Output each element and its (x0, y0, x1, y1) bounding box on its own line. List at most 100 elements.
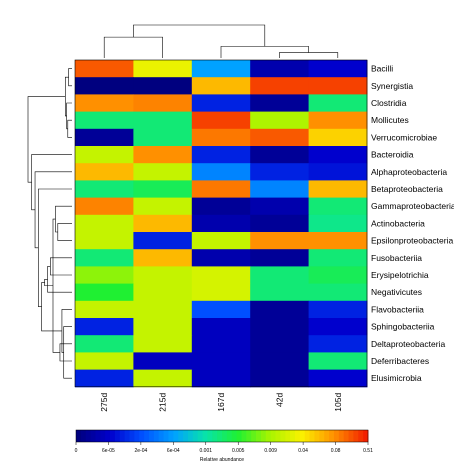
cell-erysipelotrichia-275d (75, 266, 134, 285)
color-key-step-49 (314, 430, 320, 442)
color-key-step-21 (178, 430, 184, 442)
cell-actinobacteria-275d (75, 214, 134, 233)
column-labels: 275d 215d 167d 42d 105d (99, 393, 343, 412)
color-key-step-39 (265, 430, 272, 442)
color-key-step-28 (212, 430, 218, 442)
cell-sphingobacteriia-105d (308, 318, 368, 336)
color-key-step-13 (139, 430, 145, 442)
color-key-step-2 (85, 430, 91, 442)
cell-erysipelotrichia-167d (191, 266, 251, 285)
column-dendrogram (103, 24, 339, 58)
cell-deltaproteobacteria-167d (191, 335, 251, 353)
color-key-step-53 (333, 430, 340, 442)
cell-sphingobacteriia-275d (75, 318, 134, 336)
cell-deferribacteres-42d (250, 352, 310, 371)
row-label-negativicutes: Negativicutes (371, 287, 422, 297)
color-key-step-44 (290, 430, 296, 442)
cell-flavobacteriia-275d (75, 300, 134, 319)
row-dendrogram-branch-9 (52, 218, 60, 353)
row-label-elusimicrobia: Elusimicrobia (371, 373, 422, 383)
cell-synergistia-167d (191, 77, 251, 95)
color-key-step-33 (236, 430, 242, 442)
cell-synergistia-105d (308, 77, 368, 95)
cell-alphaproteobacteria-275d (75, 163, 134, 181)
cell-flavobacteriia-105d (308, 300, 368, 319)
color-key-border (75, 429, 369, 443)
color-key-tick-label-0: 0 (75, 448, 78, 454)
cell-deferribacteres-275d (75, 352, 134, 371)
color-key-tick-label-5: 0.005 (232, 448, 245, 454)
cell-epsilonproteobacteria-275d (75, 232, 134, 250)
color-key-step-31 (226, 430, 233, 442)
cell-epsilonproteobacteria-167d (191, 232, 251, 250)
row-dendrogram-branch-16 (31, 154, 72, 211)
color-key-step-25 (197, 430, 203, 442)
row-label-deferribacteres: Deferribacteres (371, 356, 429, 366)
color-key-step-7 (110, 430, 116, 442)
cell-sphingobacteriia-167d (191, 318, 251, 336)
color-key-tick-label-1: 6e-05 (102, 448, 115, 454)
cell-flavobacteriia-215d (133, 300, 193, 319)
color-key-step-10 (124, 430, 130, 442)
color-key-step-32 (231, 430, 237, 442)
cell-fusobacteriia-275d (75, 249, 134, 267)
row-label-deltaproteobacteria: Deltaproteobacteria (371, 339, 445, 349)
cell-deltaproteobacteria-105d (308, 335, 368, 353)
cell-deferribacteres-215d (133, 352, 193, 371)
cell-mollicutes-167d (191, 111, 251, 130)
cell-actinobacteria-42d (250, 214, 310, 233)
cell-actinobacteria-167d (191, 214, 251, 233)
row-label-alphaproteobacteria: Alphaproteobacteria (371, 167, 447, 177)
color-key-step-27 (207, 430, 213, 442)
cell-gammaproteobacteria-105d (308, 197, 368, 216)
cell-gammaproteobacteria-42d (250, 197, 310, 216)
color-key-step-56 (348, 430, 354, 442)
color-key-tick-label-9: 0.51 (363, 448, 373, 454)
cell-flavobacteriia-42d (250, 300, 310, 319)
row-dendrogram (27, 68, 72, 379)
cell-mollicutes-42d (250, 111, 310, 130)
color-key-step-12 (134, 430, 140, 442)
cell-clostridia-42d (250, 94, 310, 113)
column-dendrogram-branch-3 (133, 24, 266, 47)
color-key-tick-label-4: 0.001 (200, 448, 213, 454)
cell-bacilli-105d (308, 60, 368, 78)
cell-flavobacteriia-167d (191, 300, 251, 319)
color-key-tick-label-6: 0.009 (264, 448, 277, 454)
cell-epsilonproteobacteria-105d (308, 232, 368, 250)
cell-erysipelotrichia-105d (308, 266, 368, 285)
cell-clostridia-167d (191, 94, 251, 113)
cell-synergistia-275d (75, 77, 134, 95)
color-key-step-14 (144, 430, 150, 442)
cell-alphaproteobacteria-215d (133, 163, 193, 181)
cell-bacteroidia-42d (250, 146, 310, 164)
cell-elusimicrobia-42d (250, 369, 310, 388)
color-key-step-24 (192, 430, 199, 442)
color-key-step-3 (90, 430, 96, 442)
cell-verrucomicrobiae-167d (191, 128, 251, 147)
color-key-step-15 (149, 430, 155, 442)
color-key-step-51 (324, 430, 330, 442)
color-key-step-23 (187, 430, 194, 442)
color-key-step-42 (280, 430, 286, 442)
color-key-step-22 (183, 430, 189, 442)
color-key-step-40 (270, 430, 276, 442)
color-key-step-57 (353, 430, 359, 442)
cell-betaproteobacteria-42d (250, 180, 310, 199)
row-label-erysipelotrichia: Erysipelotrichia (371, 270, 429, 280)
cell-deltaproteobacteria-215d (133, 335, 193, 353)
row-dendrogram-branch-12 (44, 279, 53, 287)
cell-negativicutes-275d (75, 283, 134, 302)
color-key-step-45 (295, 430, 301, 442)
cell-synergistia-42d (250, 77, 310, 95)
cell-deltaproteobacteria-275d (75, 335, 134, 353)
color-key-ticks: 0 6e-05 2e-04 6e-04 0.001 0.005 0.009 0.04 0.08 0… (75, 442, 373, 454)
row-label-fusobacteriia: Fusobacteriia (371, 253, 422, 263)
color-key-step-46 (299, 430, 306, 442)
color-key-step-20 (173, 430, 179, 442)
cell-fusobacteriia-215d (133, 249, 193, 267)
color-key-step-5 (100, 430, 106, 442)
cell-negativicutes-215d (133, 283, 193, 302)
color-key-step-34 (241, 430, 247, 442)
row-label-gammaproteobacteria: Gammaproteobacteria (371, 201, 454, 211)
